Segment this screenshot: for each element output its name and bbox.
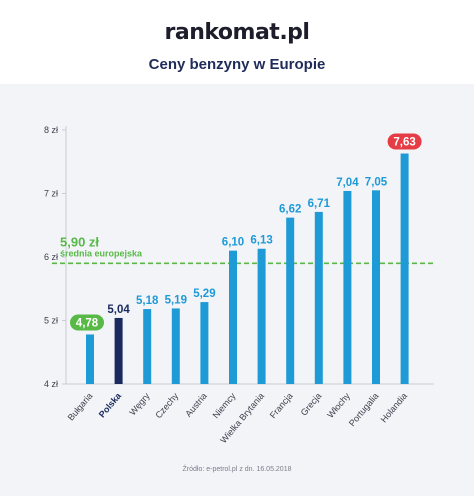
- value-label-6: 6,13: [250, 235, 272, 247]
- chart-title: Ceny benzyny w Europie: [148, 56, 326, 73]
- value-label-2: 5,18: [136, 295, 159, 307]
- average-value-label: 5,90 zł: [60, 234, 99, 249]
- bar-8: [314, 211, 323, 384]
- x-tick-label-1: Polska: [97, 390, 124, 419]
- value-label-0: 4,78: [76, 317, 99, 329]
- y-tick-label: 7 zł: [44, 189, 58, 199]
- value-label-1: 5,04: [107, 304, 130, 316]
- value-label-5: 6,10: [222, 237, 244, 249]
- value-label-10: 7,05: [365, 176, 388, 188]
- x-tick-label-5: Niemcy: [211, 390, 238, 420]
- value-label-8: 6,71: [308, 198, 331, 210]
- bar-5: [229, 250, 237, 384]
- value-label-11: 7,63: [393, 136, 415, 148]
- bar-9: [343, 190, 352, 384]
- x-tick-label-2: Węgry: [127, 390, 152, 417]
- x-tick-label-11: Holandia: [379, 391, 409, 425]
- header: rankomat.pl Ceny benzyny w Europie: [0, 0, 474, 82]
- min-value-badge: [70, 314, 104, 331]
- x-tick-label-7: Francja: [268, 391, 295, 420]
- value-label-3: 5,19: [165, 294, 187, 306]
- y-tick-label: 6 zł: [44, 252, 58, 262]
- bar-7: [286, 217, 295, 384]
- value-label-4: 5,29: [193, 288, 215, 300]
- x-tick-label-8: Grecja: [299, 391, 324, 418]
- y-tick-label: 4 zł: [44, 379, 58, 389]
- average-caption: średnia europejska: [60, 248, 143, 258]
- value-label-7: 6,62: [279, 204, 301, 216]
- bar-0: [86, 334, 94, 384]
- bar-6: [257, 248, 266, 384]
- x-tick-label-3: Czechy: [153, 390, 180, 420]
- x-tick-label-4: Austria: [183, 391, 209, 419]
- x-tick-label-9: Włochy: [325, 390, 352, 419]
- max-value-badge: [387, 133, 422, 150]
- y-tick-label: 8 zł: [44, 125, 58, 135]
- bar-10: [372, 190, 380, 384]
- x-tick-label-0: Bułgaria: [66, 391, 95, 423]
- source-note: Źródło: e-petrol.pl z dn. 16.05.2018: [182, 466, 292, 473]
- value-label-9: 7,04: [336, 177, 359, 189]
- bar-3: [171, 308, 180, 384]
- y-tick-label: 5 zł: [44, 316, 58, 326]
- bar-1: [114, 317, 123, 384]
- x-tick-label-10: Portugalia: [347, 391, 381, 428]
- bar-11: [400, 153, 409, 384]
- bar-2: [143, 309, 152, 384]
- bar-4: [200, 302, 209, 384]
- rankomat-logo: rankomat.pl: [164, 20, 310, 45]
